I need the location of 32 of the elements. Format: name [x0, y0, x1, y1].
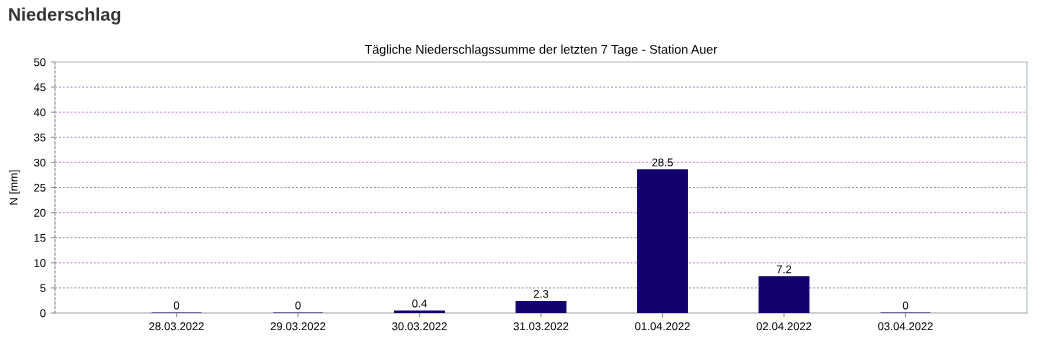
y-tick-label: 5	[40, 284, 46, 293]
data-label: 0	[295, 301, 301, 310]
y-tick-label: 40	[33, 108, 46, 117]
x-tick-label: 31.03.2022	[513, 322, 569, 331]
x-tick-label: 03.04.2022	[878, 322, 933, 331]
x-tick-label: 01.04.2022	[635, 322, 690, 331]
data-label: 0.4	[412, 299, 427, 308]
y-tick-label: 25	[34, 183, 46, 192]
chart-subtitle: Tägliche Niederschlagssumme der letzten 7 Tage - Station Auer	[364, 44, 718, 57]
bar	[758, 276, 810, 313]
data-label: 0	[173, 301, 180, 310]
y-tick-label: 15	[34, 234, 46, 242]
y-tick-label: 10	[34, 259, 46, 267]
y-tick-label: 20	[34, 208, 46, 217]
y-axis-title: N [mm]	[9, 170, 20, 205]
data-label: 7.2	[776, 265, 792, 274]
x-tick-label: 29.03.2022	[270, 322, 326, 331]
y-tick-label: 0	[40, 309, 46, 318]
bar	[394, 310, 445, 313]
x-tick-label: 28.03.2022	[149, 322, 204, 331]
x-tick-label: 02.04.2022	[756, 322, 812, 331]
y-tick-label: 50	[34, 58, 46, 67]
bar	[637, 169, 688, 313]
data-label: 28.5	[652, 158, 673, 167]
y-tick-label: 30	[34, 158, 46, 167]
y-tick-label: 35	[34, 133, 46, 142]
data-label: 0	[902, 301, 909, 310]
y-tick-label: 45	[33, 83, 46, 92]
data-label: 2.3	[533, 290, 549, 298]
chart-title: Niederschlag	[9, 7, 121, 25]
x-tick-label: 30.03.2022	[392, 322, 447, 331]
bar	[515, 300, 567, 313]
